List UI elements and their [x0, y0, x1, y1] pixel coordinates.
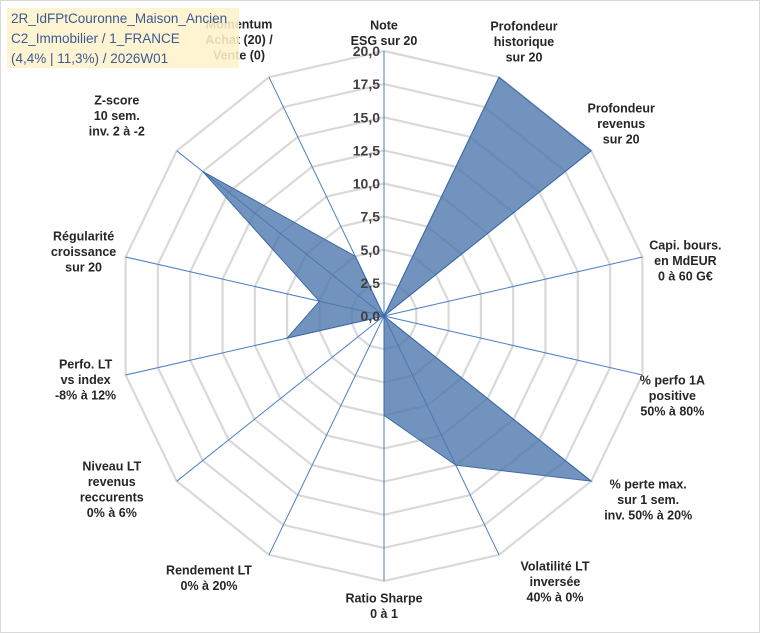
axis-label: inversée [530, 575, 581, 589]
axis-spoke [268, 315, 385, 556]
axis-label: 0 à 1 [370, 607, 398, 621]
axis-label: sur 1 sem. [617, 493, 679, 507]
axis-label: positive [649, 389, 696, 403]
radial-tick-label: 15,0 [353, 109, 380, 125]
axis-label: reccurents [80, 491, 144, 505]
axis-spoke [383, 315, 643, 376]
axis-label: 0% à 20% [181, 579, 238, 593]
radial-tick-label: 0,0 [361, 308, 381, 324]
axis-label: historique [494, 35, 554, 49]
axis-spoke [383, 256, 643, 317]
axis-label: Capi. bours. [649, 238, 721, 252]
axis-label: sur 20 [65, 261, 102, 275]
axis-label: % perte max. [610, 478, 687, 492]
radial-tick-label: 10,0 [353, 176, 380, 192]
axis-label: 0 à 60 G€ [658, 269, 713, 283]
axis-label: 0% à 6% [87, 506, 137, 520]
axis-spoke [176, 315, 385, 482]
axis-label: Perfo. LT [59, 358, 113, 372]
axis-label: revenus [597, 117, 645, 131]
title-line-2: C2_Immobilier / 1_FRANCE [11, 31, 180, 46]
axis-label: 50% à 80% [640, 405, 704, 419]
axis-label: Profondeur [588, 101, 655, 115]
axis-label: Volatilité LT [521, 559, 590, 573]
axis-label: en MdEUR [654, 254, 717, 268]
axis-label: revenus [88, 475, 136, 489]
radial-tick-label: 7,5 [361, 209, 381, 225]
axis-label: vs index [61, 373, 111, 387]
chart-title-box: 2R_IdFPtCouronne_Maison_Ancien C2_Immobi… [7, 8, 239, 68]
radial-tick-label: 20,0 [353, 43, 380, 59]
series-area [202, 76, 593, 482]
axis-label: Rendement LT [166, 563, 252, 577]
title-line-1: 2R_IdFPtCouronne_Maison_Ancien [11, 11, 228, 26]
axis-label: 40% à 0% [527, 590, 584, 604]
radial-tick-label: 2,5 [361, 275, 381, 291]
axis-label: 10 sem. [94, 109, 140, 123]
radial-tick-label: 12,5 [353, 142, 380, 158]
axis-label: inv. 50% à 20% [604, 509, 692, 523]
axis-label: croissance [51, 245, 116, 259]
axis-label: Profondeur [490, 20, 557, 34]
axis-label: % perfo 1A [640, 374, 705, 388]
axis-label: Régularité [53, 230, 114, 244]
axis-label: Note [370, 19, 398, 33]
radial-tick-label: 5,0 [361, 242, 381, 258]
radial-tick-label: 17,5 [353, 76, 380, 92]
axis-label: -8% à 12% [55, 389, 116, 403]
axis-label: sur 20 [506, 51, 543, 65]
title-line-3: (4,4% | 11,3%) / 2026W01 [11, 51, 169, 66]
axis-label: ESG sur 20 [351, 34, 418, 48]
axis-label: inv. 2 à -2 [89, 124, 145, 138]
axis-label: sur 20 [603, 132, 640, 146]
axis-label: Ratio Sharpe [345, 592, 422, 606]
axis-label: Niveau LT [82, 460, 141, 474]
axis-label: Z-score [94, 93, 139, 107]
